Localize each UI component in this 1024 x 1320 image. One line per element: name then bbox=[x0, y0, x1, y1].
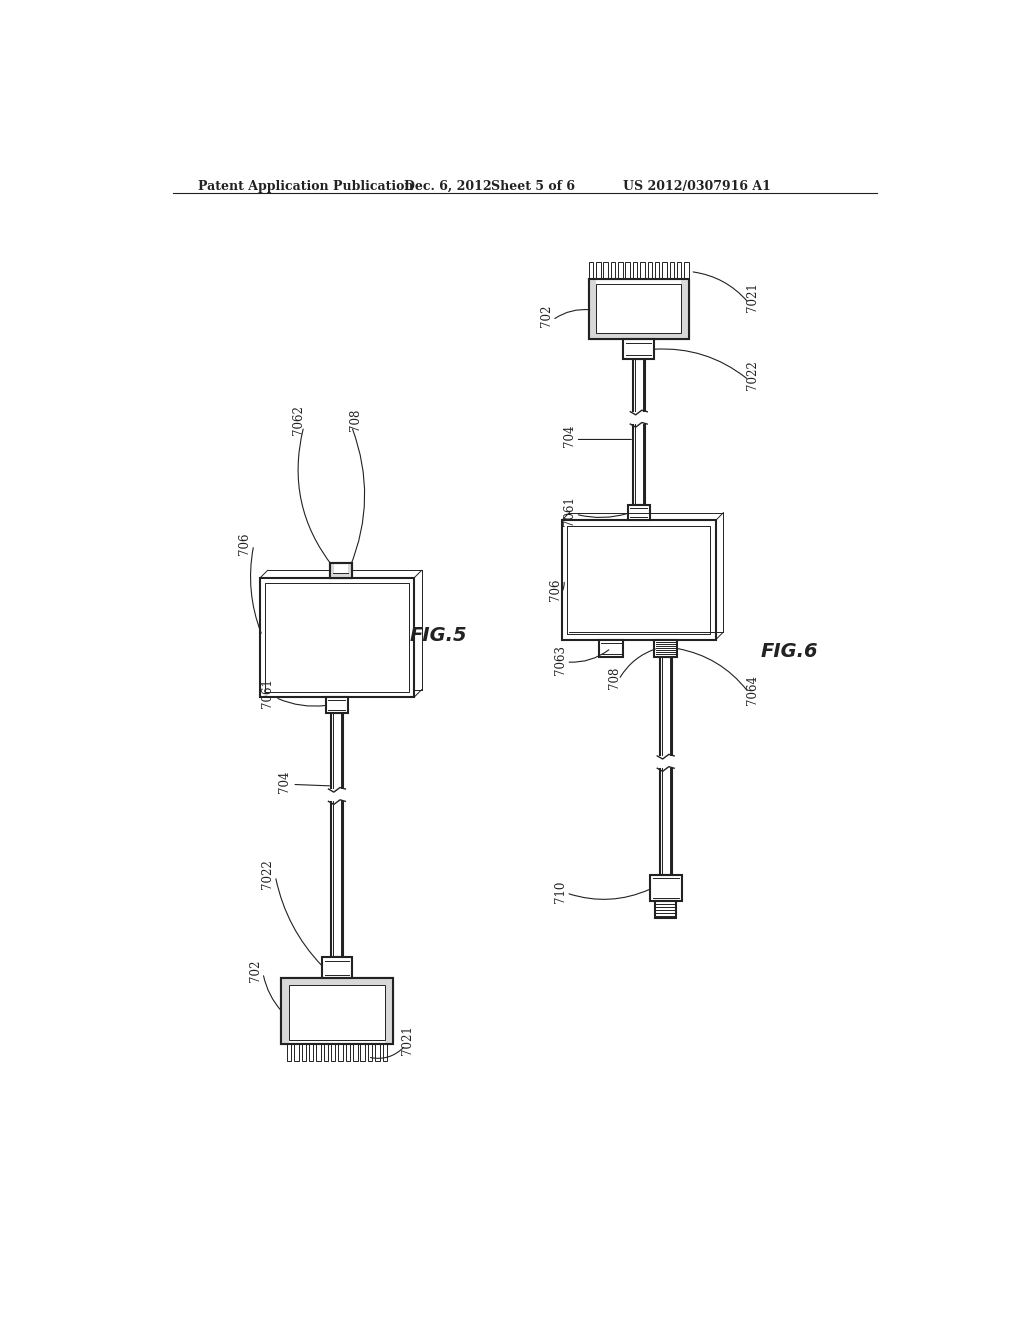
Bar bbox=[294, 1044, 299, 1061]
Bar bbox=[647, 263, 652, 280]
Text: Patent Application Publication: Patent Application Publication bbox=[199, 180, 414, 193]
Bar bbox=[633, 359, 645, 506]
Text: 702: 702 bbox=[540, 305, 553, 327]
Bar bbox=[309, 1044, 313, 1061]
Bar bbox=[670, 263, 674, 280]
Bar bbox=[330, 562, 351, 578]
Bar bbox=[282, 978, 289, 1044]
Bar bbox=[383, 1044, 387, 1061]
Bar bbox=[302, 1044, 306, 1061]
Bar bbox=[562, 520, 716, 640]
Bar bbox=[326, 697, 348, 713]
Bar bbox=[655, 902, 677, 919]
Bar bbox=[626, 263, 630, 280]
Bar bbox=[282, 978, 393, 1044]
Text: 708: 708 bbox=[349, 409, 361, 432]
Bar bbox=[633, 263, 637, 280]
Bar bbox=[589, 280, 596, 339]
Text: 708: 708 bbox=[607, 667, 621, 689]
Bar bbox=[289, 985, 385, 1040]
Text: 7022: 7022 bbox=[746, 360, 759, 391]
Bar bbox=[360, 1044, 365, 1061]
Bar bbox=[589, 280, 689, 339]
Bar bbox=[589, 333, 689, 339]
Bar bbox=[330, 562, 351, 578]
Bar bbox=[322, 957, 352, 978]
Text: 706: 706 bbox=[238, 532, 251, 554]
Bar bbox=[624, 339, 654, 359]
Text: 704: 704 bbox=[279, 771, 291, 793]
Bar bbox=[316, 1044, 321, 1061]
Bar bbox=[324, 1044, 328, 1061]
Bar bbox=[659, 656, 672, 875]
Bar bbox=[353, 1044, 357, 1061]
Bar bbox=[677, 263, 681, 280]
Bar bbox=[282, 978, 393, 985]
Bar bbox=[610, 263, 615, 280]
Text: 7022: 7022 bbox=[261, 859, 274, 890]
Text: 710: 710 bbox=[554, 880, 566, 903]
Text: FIG.5: FIG.5 bbox=[410, 626, 467, 645]
Text: 704: 704 bbox=[563, 424, 575, 447]
Bar bbox=[654, 640, 677, 656]
Bar bbox=[599, 640, 624, 656]
Text: 7062: 7062 bbox=[292, 405, 305, 436]
Text: 7061: 7061 bbox=[563, 496, 575, 525]
Bar bbox=[346, 1044, 350, 1061]
Text: 7021: 7021 bbox=[401, 1026, 415, 1055]
Bar bbox=[330, 562, 334, 578]
Bar bbox=[282, 978, 393, 1044]
Text: 7063: 7063 bbox=[554, 645, 566, 676]
Bar bbox=[630, 412, 648, 424]
Bar bbox=[287, 1044, 292, 1061]
Bar bbox=[385, 978, 393, 1044]
Text: US 2012/0307916 A1: US 2012/0307916 A1 bbox=[624, 180, 771, 193]
Bar bbox=[640, 263, 645, 280]
Bar bbox=[589, 263, 593, 280]
Bar bbox=[656, 756, 675, 768]
Text: 702: 702 bbox=[249, 960, 262, 982]
Bar bbox=[628, 506, 649, 520]
Bar bbox=[338, 1044, 343, 1061]
Text: Dec. 6, 2012: Dec. 6, 2012 bbox=[403, 180, 492, 193]
Bar bbox=[260, 578, 414, 697]
Bar bbox=[596, 284, 681, 333]
Text: 7064: 7064 bbox=[746, 675, 759, 705]
Bar bbox=[596, 263, 600, 280]
Bar bbox=[589, 280, 689, 339]
Bar bbox=[331, 1044, 336, 1061]
Bar bbox=[368, 1044, 373, 1061]
Text: 7021: 7021 bbox=[746, 282, 759, 312]
Text: 706: 706 bbox=[549, 578, 562, 601]
Text: 7061: 7061 bbox=[261, 678, 274, 709]
Bar bbox=[618, 263, 623, 280]
Bar bbox=[603, 263, 608, 280]
Bar bbox=[348, 562, 351, 578]
Bar bbox=[681, 280, 689, 339]
Bar bbox=[663, 263, 667, 280]
Bar bbox=[375, 1044, 380, 1061]
Bar bbox=[655, 263, 659, 280]
Text: FIG.6: FIG.6 bbox=[760, 642, 818, 661]
Bar bbox=[330, 573, 351, 578]
Text: Sheet 5 of 6: Sheet 5 of 6 bbox=[490, 180, 574, 193]
Bar bbox=[331, 713, 343, 957]
Bar bbox=[328, 789, 346, 801]
Bar bbox=[649, 875, 682, 902]
Bar bbox=[684, 263, 689, 280]
